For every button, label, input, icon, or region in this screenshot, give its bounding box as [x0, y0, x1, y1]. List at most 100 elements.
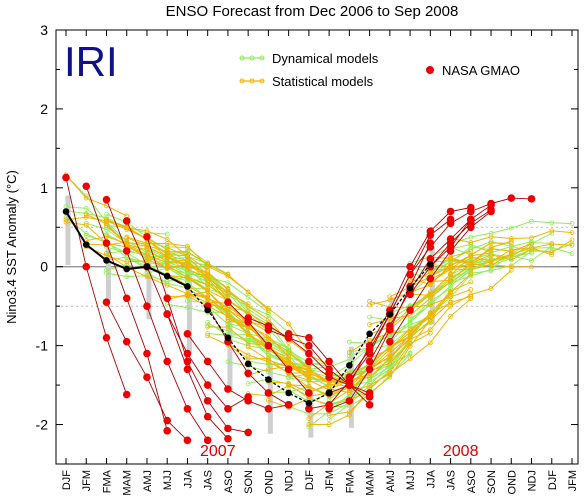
statistical-model-line-point	[205, 296, 211, 301]
statistical-model-lines	[63, 172, 575, 428]
statistical-model-line-point	[508, 252, 514, 257]
nasa-gmao-point	[406, 290, 414, 299]
dynamical-model-line-point	[468, 246, 474, 252]
statistical-model-line-point	[306, 366, 312, 372]
dynamical-model-line	[207, 304, 350, 368]
statistical-model-line-point	[569, 242, 575, 248]
nasa-gmao-point	[102, 239, 111, 247]
nasa-gmao-point	[163, 427, 171, 435]
statistical-model-line-point	[488, 286, 494, 291]
nasa-gmao-point	[183, 365, 192, 374]
statistical-model-line-point	[448, 313, 453, 319]
statistical-model-line	[106, 219, 208, 271]
statistical-model-line-point	[225, 273, 231, 279]
dynamical-model-line-point	[205, 319, 211, 325]
statistical-model-line	[329, 298, 472, 394]
legend-swatch-point	[249, 55, 255, 61]
statistical-model-line-point	[265, 366, 271, 372]
x-tick-label: OND	[506, 470, 518, 495]
statistical-model-line-point	[387, 294, 393, 300]
nasa-gmao-point	[82, 262, 91, 271]
nasa-gmao-point	[305, 333, 313, 342]
statistical-model-line-point	[407, 356, 413, 362]
nasa-gmao-point	[426, 274, 435, 283]
nasa-gmao-point	[163, 310, 171, 318]
statistical-model-line-point	[245, 303, 251, 309]
statistical-model-line-point	[468, 271, 474, 277]
statistical-model-line	[86, 236, 229, 289]
nasa-gmao-point	[224, 385, 232, 393]
x-tick-label: JAS	[446, 470, 458, 490]
dynamical-model-line-point	[185, 298, 190, 304]
statistical-model-line-point	[245, 344, 251, 350]
statistical-model-line-point	[124, 234, 130, 240]
nasa-gmao-point	[82, 182, 91, 191]
observed-point	[163, 272, 171, 280]
statistical-model-line-point	[448, 289, 453, 295]
observed-point	[62, 208, 70, 215]
nasa-gmao-point	[325, 357, 333, 366]
dynamical-model-line-point	[407, 350, 413, 356]
dynamical-model-line-point	[549, 220, 555, 226]
statistical-model-line	[126, 236, 269, 311]
statistical-model-line-point	[468, 260, 474, 266]
observed-point	[285, 389, 292, 397]
nasa-gmao-series	[62, 173, 536, 445]
observed-point	[244, 360, 252, 368]
nasa-gmao-point	[183, 357, 192, 366]
nasa-gmao-point	[325, 365, 333, 374]
statistical-model-line	[167, 274, 229, 314]
statistical-model-line-point	[488, 246, 494, 252]
statistical-model-line-point	[185, 243, 190, 249]
statistical-model-line-point	[144, 252, 150, 258]
dynamical-model-line-point	[124, 274, 130, 279]
x-tick-label: JJA	[182, 469, 194, 488]
statistical-model-line	[106, 253, 208, 297]
dynamical-model-line	[450, 220, 573, 245]
x-tick-label: JFM	[324, 470, 336, 491]
nasa-gmao-point	[203, 412, 212, 421]
dynamical-model-line-point	[569, 251, 575, 256]
nasa-gmao-point	[305, 341, 313, 350]
statistical-model-line-point	[225, 315, 231, 320]
statistical-model-line-point	[185, 275, 190, 281]
nasa-gmao-point	[426, 227, 435, 236]
observed-point	[346, 362, 353, 369]
statistical-model-line-point	[549, 241, 555, 247]
x-tick-label: MJJ	[162, 470, 174, 490]
x-tick-label: FMA	[101, 469, 113, 493]
year-labels: 2007 2008	[200, 443, 479, 460]
dynamical-model-line	[65, 217, 208, 282]
statistical-model-line	[349, 342, 411, 393]
statistical-model-line-point	[508, 267, 514, 273]
observed-point	[427, 261, 434, 268]
statistical-model-line-point	[83, 195, 89, 201]
nasa-gmao-run	[126, 220, 229, 440]
nasa-gmao-point	[446, 207, 455, 216]
legend-swatch-point	[239, 55, 245, 61]
statistical-model-line-point	[245, 331, 251, 336]
nasa-gmao-point	[122, 217, 131, 225]
statistical-model-line	[227, 343, 330, 396]
legend: Dynamical models Statistical models NASA G…	[239, 51, 520, 89]
statistical-model-line	[308, 332, 431, 426]
statistical-model-line-point	[83, 214, 89, 220]
statistical-model-line-point	[448, 299, 453, 305]
x-tick-label: DJF	[547, 470, 559, 490]
dynamical-model-line-point	[367, 314, 373, 320]
nasa-gmao-point	[325, 401, 333, 409]
nasa-gmao-run	[65, 177, 128, 395]
nasa-gmao-point	[406, 270, 414, 279]
nasa-gmao-point	[446, 219, 455, 228]
nasa-gmao-point	[527, 195, 536, 203]
statistical-model-line-point	[508, 264, 514, 270]
statistical-model-line-point	[326, 412, 332, 418]
dynamical-model-line-point	[225, 321, 231, 327]
statistical-model-line-point	[306, 416, 312, 421]
statistical-model-line	[187, 294, 310, 381]
observed-point	[366, 330, 373, 338]
statistical-model-line-point	[448, 277, 453, 283]
statistical-model-line-point	[387, 369, 393, 375]
nasa-gmao-point	[143, 232, 151, 241]
statistical-model-line	[167, 295, 310, 375]
